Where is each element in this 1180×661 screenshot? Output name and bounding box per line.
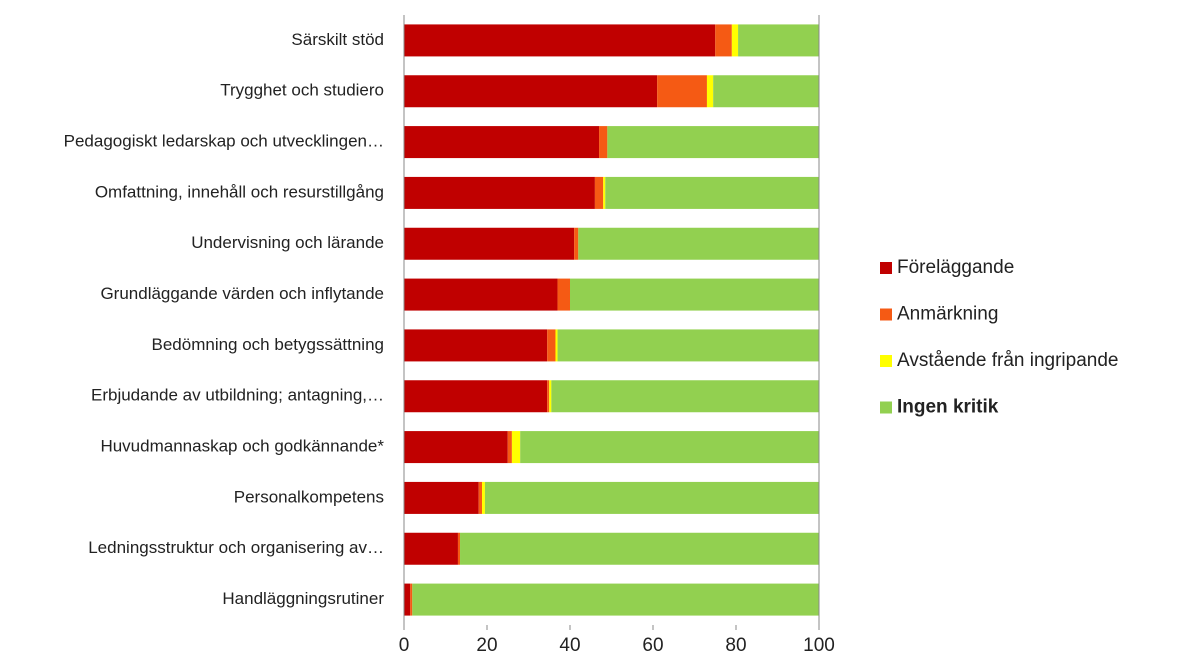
bar-segment [404, 126, 600, 159]
bar-segment [404, 227, 575, 260]
category-label: Undervisning och lärande [191, 233, 384, 252]
legend-label: Avstående från ingripande [897, 350, 1118, 371]
x-tick-label: 100 [803, 635, 835, 656]
bar-segment [551, 380, 819, 413]
legend-label: Anmärkning [897, 304, 998, 325]
x-tick-label: 40 [559, 635, 580, 656]
category-label: Erbjudande av utbildning; antagning,… [91, 386, 384, 405]
bar-segment [555, 329, 558, 362]
bar-segment [731, 24, 739, 57]
legend-swatch [880, 308, 892, 321]
bar-segment [574, 227, 579, 260]
category-label: Omfattning, innehåll och resurstillgång [95, 182, 384, 201]
bar-segment [549, 380, 552, 413]
bar-segment [404, 278, 558, 311]
category-label: Ledningsstruktur och organisering av… [88, 538, 384, 557]
x-tick-label: 60 [642, 635, 663, 656]
bar-segment [557, 329, 819, 362]
legend-swatch [880, 401, 892, 414]
bar-segment [713, 75, 819, 108]
bar-segment [715, 24, 732, 57]
bar-segment [404, 431, 508, 464]
category-label: Grundläggande värden och inflytande [100, 284, 384, 303]
bar-segment [404, 24, 716, 57]
bar-segment [594, 176, 604, 209]
bar-segment [657, 75, 707, 108]
bar-segment [404, 583, 411, 616]
category-label: Trygghet och studiero [220, 81, 384, 100]
category-label: Särskilt stöd [291, 30, 384, 49]
bar-segment [607, 126, 819, 159]
bar-segment [404, 176, 595, 209]
legend-swatch [880, 262, 892, 274]
category-label: Pedagogiskt ledarskap och utvecklingen… [64, 132, 384, 151]
bar-segment [738, 24, 819, 57]
bar-segment [507, 431, 512, 464]
category-label: Huvudmannaskap och godkännande* [100, 437, 384, 456]
bar-segment [460, 532, 819, 565]
bar-segment [520, 431, 819, 464]
bar-segment [404, 532, 458, 565]
bar-segment [511, 431, 521, 464]
bar-segment [599, 126, 608, 159]
bar-segment [404, 380, 548, 413]
bar-segment [706, 75, 714, 108]
bar-segment [412, 583, 819, 616]
category-label: Personalkompetens [234, 487, 384, 506]
bar-segment [578, 227, 819, 260]
category-label: Handläggningsrutiner [222, 589, 384, 608]
bar-segment [557, 278, 570, 311]
x-tick-label: 20 [476, 635, 497, 656]
bar-segment [605, 176, 819, 209]
bar-segment [547, 329, 556, 362]
bar-segment [478, 481, 483, 514]
legend-label: Föreläggande [897, 257, 1014, 278]
x-tick-label: 80 [725, 635, 746, 656]
bar-segment [547, 380, 550, 413]
x-tick-label: 0 [399, 635, 410, 656]
bar-segment [570, 278, 819, 311]
bar-segment [404, 75, 658, 108]
bar-segment [603, 176, 606, 209]
legend-swatch [880, 355, 892, 367]
bar-segment [482, 481, 485, 514]
bar-segment [404, 329, 548, 362]
bar-segment [404, 481, 479, 514]
bar-segment [457, 532, 461, 565]
category-label: Bedömning och betygssättning [152, 335, 385, 354]
bar-segment [410, 583, 413, 616]
legend-label: Ingen kritik [897, 397, 999, 418]
bar-segment [484, 481, 819, 514]
